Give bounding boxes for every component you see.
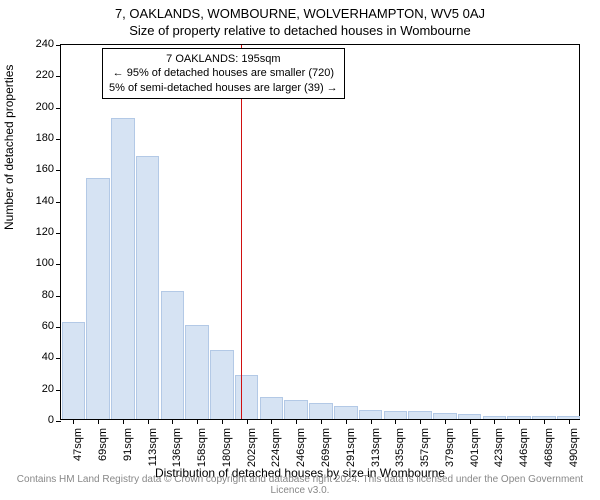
histogram-bar (408, 411, 432, 419)
histogram-bar (284, 400, 308, 419)
y-tick-label: 40 (42, 351, 54, 363)
x-tick-label: 423sqm (493, 428, 505, 472)
x-tick-label: 490sqm (568, 428, 580, 472)
y-tick-label: 80 (42, 289, 54, 301)
x-tick-label: 379sqm (444, 428, 456, 472)
y-tick-label: 200 (36, 101, 54, 113)
x-tick-label: 158sqm (196, 428, 208, 472)
annotation-box: 7 OAKLANDS: 195sqm← 95% of detached hous… (102, 48, 345, 99)
y-tick-label: 0 (48, 414, 54, 426)
x-tick-label: 291sqm (345, 428, 357, 472)
credit-line: Contains HM Land Registry data © Crown c… (8, 474, 592, 496)
x-tick-label: 202sqm (246, 428, 258, 472)
annotation-line: 5% of semi-detached houses are larger (3… (109, 81, 338, 95)
plot-area (60, 44, 580, 420)
annotation-line: ← 95% of detached houses are smaller (72… (109, 66, 338, 80)
y-tick-label: 20 (42, 383, 54, 395)
x-tick-label: 91sqm (122, 428, 134, 472)
chart-title-main: 7, OAKLANDS, WOMBOURNE, WOLVERHAMPTON, W… (0, 6, 600, 21)
chart-title-sub: Size of property relative to detached ho… (0, 23, 600, 38)
histogram-bar (111, 118, 135, 419)
histogram-bar (185, 325, 209, 419)
x-tick-label: 136sqm (171, 428, 183, 472)
x-tick-label: 69sqm (97, 428, 109, 472)
histogram-bar (359, 410, 383, 419)
y-axis-label: Number of detached properties (2, 65, 16, 230)
histogram-bar (136, 156, 160, 419)
x-tick-label: 468sqm (543, 428, 555, 472)
y-tick-label: 120 (36, 226, 54, 238)
property-marker-line (241, 45, 242, 419)
annotation-line: 7 OAKLANDS: 195sqm (109, 52, 338, 66)
x-tick-label: 313sqm (370, 428, 382, 472)
x-tick-label: 269sqm (320, 428, 332, 472)
x-tick-label: 47sqm (72, 428, 84, 472)
histogram-bar (161, 291, 185, 419)
x-tick-label: 113sqm (147, 428, 159, 472)
y-tick-label: 240 (36, 38, 54, 50)
y-tick-label: 160 (36, 163, 54, 175)
y-tick-label: 220 (36, 69, 54, 81)
y-tick-label: 140 (36, 195, 54, 207)
y-tick-label: 60 (42, 320, 54, 332)
histogram-bar (309, 403, 333, 419)
x-tick-label: 401sqm (469, 428, 481, 472)
histogram-bar (260, 397, 284, 419)
x-tick-label: 224sqm (270, 428, 282, 472)
histogram-bar (62, 322, 86, 419)
histogram-bar (235, 375, 259, 419)
x-tick-label: 335sqm (394, 428, 406, 472)
histogram-bar (210, 350, 234, 419)
x-tick-label: 357sqm (419, 428, 431, 472)
x-tick-label: 446sqm (518, 428, 530, 472)
y-tick-label: 180 (36, 132, 54, 144)
histogram-bar (334, 406, 358, 419)
x-tick-label: 246sqm (295, 428, 307, 472)
y-tick-label: 100 (36, 257, 54, 269)
histogram-bar (86, 178, 110, 419)
x-tick-label: 180sqm (221, 428, 233, 472)
histogram-bar (384, 411, 408, 419)
